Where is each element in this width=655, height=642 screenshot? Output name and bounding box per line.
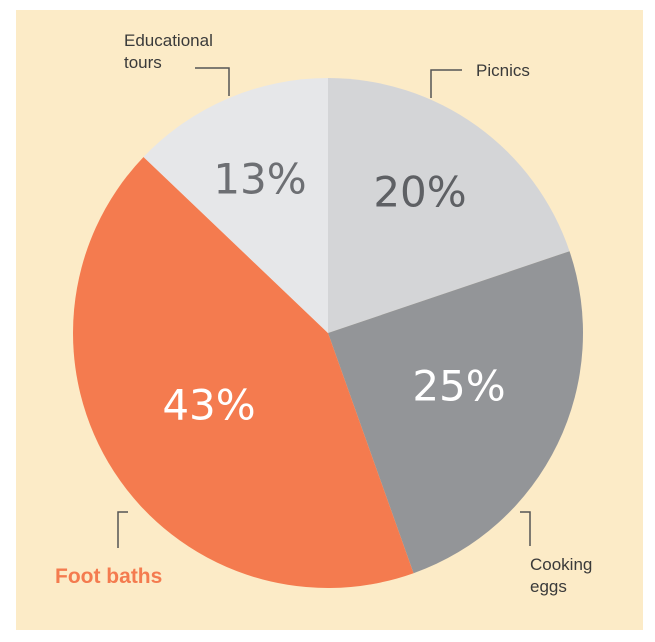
data-label-educational-tours: 13% — [213, 155, 306, 204]
pie-slice-foot-baths — [72, 156, 414, 588]
pie-slice-picnics — [328, 78, 570, 333]
data-label-foot-baths: 43% — [162, 381, 255, 430]
leader-line-educational-tours — [195, 67, 230, 96]
category-label-foot-baths: Foot baths — [55, 565, 162, 588]
category-label-cooking-eggs: Cooking eggs — [530, 555, 592, 596]
leader-line-foot-baths — [117, 511, 128, 548]
data-label-cooking-eggs: 25% — [412, 362, 505, 411]
category-label-educational-tours: Educational tours — [124, 31, 213, 72]
category-label-picnics: Picnics — [476, 61, 530, 80]
pie-slice-cooking-eggs — [328, 251, 583, 574]
pie-slice-educational-tours — [143, 78, 328, 333]
data-label-picnics: 20% — [373, 168, 466, 217]
leader-line-picnics — [430, 69, 462, 98]
leader-line-cooking-eggs — [520, 511, 531, 546]
